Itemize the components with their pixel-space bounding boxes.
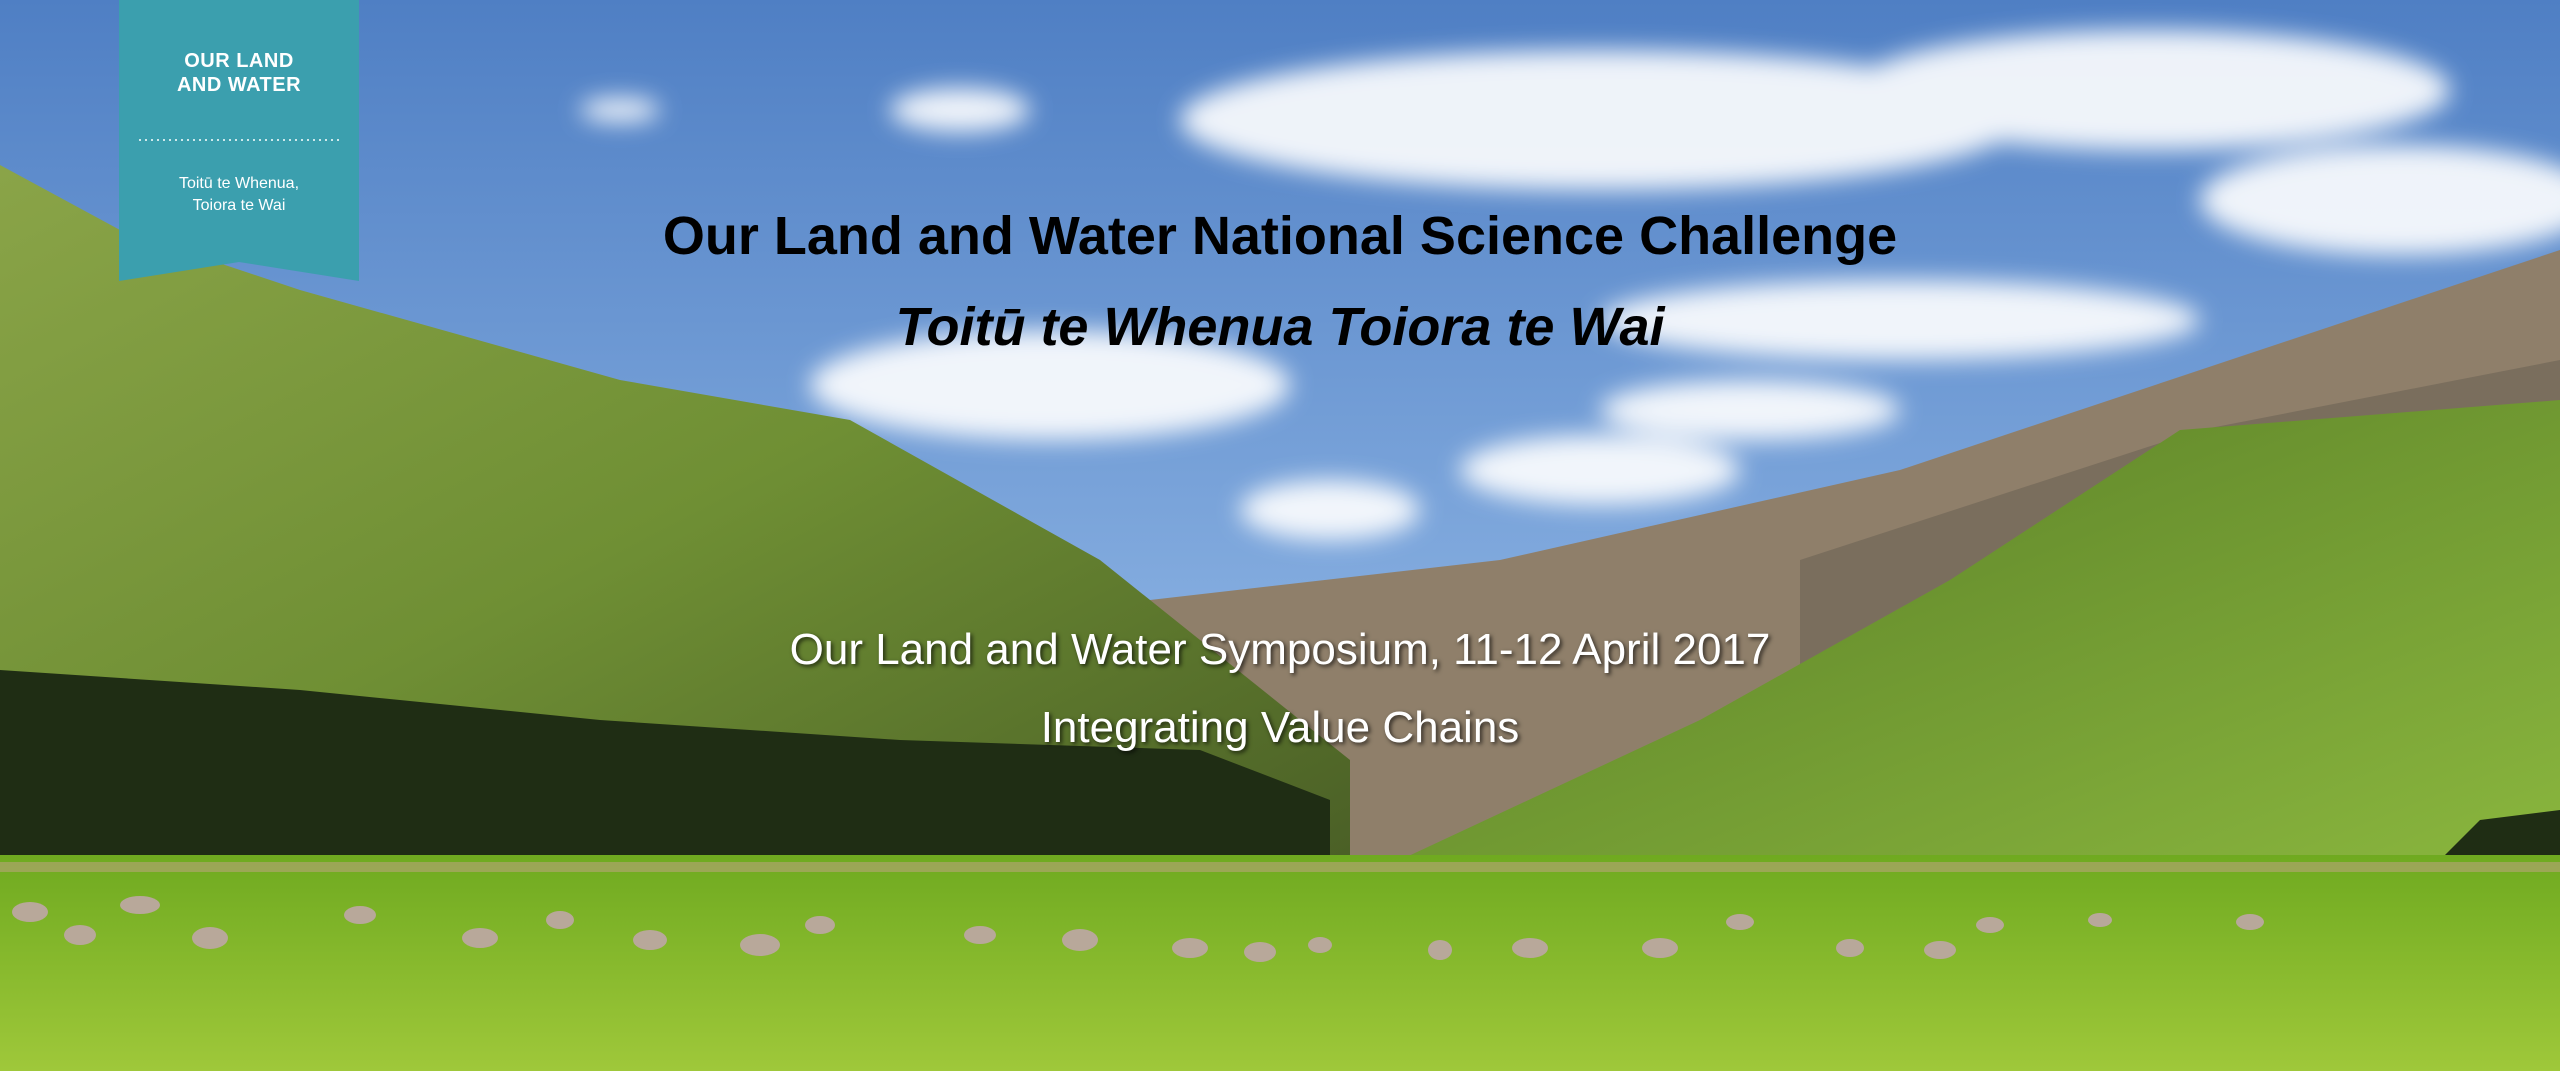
event-line: Our Land and Water Symposium, 11-12 Apri…	[0, 625, 2560, 675]
landscape-photo	[0, 0, 2560, 1071]
slide-subtitle: Toitū te Whenua Toiora te Wai	[0, 296, 2560, 358]
badge-tagline: Toitū te Whenua,	[119, 175, 359, 193]
slide: OUR LAND AND WATER Toitū te Whenua, Toio…	[0, 0, 2560, 1071]
slide-title: Our Land and Water National Science Chal…	[0, 205, 2560, 267]
theme-line: Integrating Value Chains	[0, 703, 2560, 753]
badge-title: OUR LAND	[119, 50, 359, 73]
badge-title: AND WATER	[119, 74, 359, 97]
